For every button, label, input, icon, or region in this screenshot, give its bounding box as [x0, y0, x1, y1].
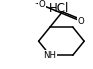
- Text: O: O: [78, 17, 84, 26]
- Text: O: O: [38, 0, 45, 9]
- Text: NH: NH: [44, 51, 56, 60]
- Text: HCl: HCl: [48, 2, 69, 15]
